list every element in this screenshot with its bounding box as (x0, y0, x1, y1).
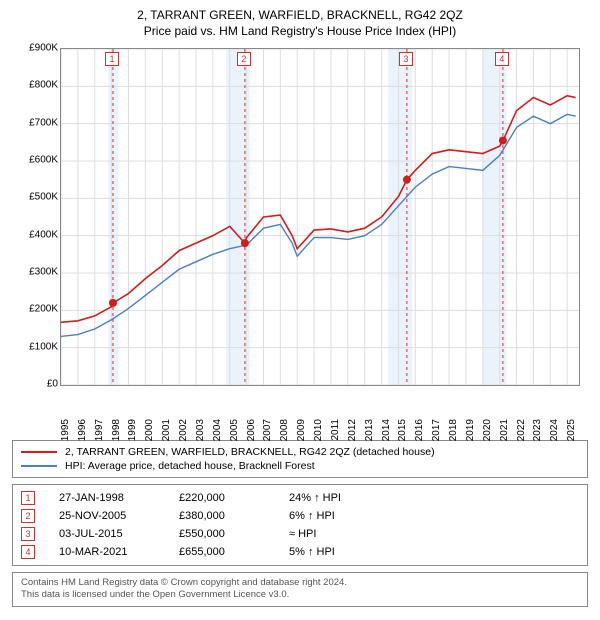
event-num-box: 3 (21, 527, 35, 541)
event-diff: 24% ↑ HPI (289, 492, 579, 504)
x-axis-label: 2012 (347, 419, 358, 441)
event-row: 1 27-JAN-1998£220,00024% ↑ HPI (13, 489, 587, 507)
x-axis-label: 2024 (549, 419, 560, 441)
x-axis-label: 2015 (397, 419, 408, 441)
event-marker-3: 3 (399, 52, 413, 66)
event-row: 2 25-NOV-2005£380,0006% ↑ HPI (13, 507, 587, 525)
footer-line-2: This data is licensed under the Open Gov… (21, 589, 579, 601)
event-marker-4: 4 (495, 52, 509, 66)
legend-row-hpi: HPI: Average price, detached house, Brac… (21, 459, 579, 473)
x-axis-label: 2018 (448, 419, 459, 441)
x-axis-label: 2017 (431, 419, 442, 441)
event-marker-1: 1 (105, 52, 119, 66)
event-num-box: 4 (21, 545, 35, 559)
legend-label-hpi: HPI: Average price, detached house, Brac… (65, 460, 315, 472)
event-price: £655,000 (179, 546, 289, 558)
x-axis-label: 1999 (127, 419, 138, 441)
x-axis-label: 2014 (381, 419, 392, 441)
event-date: 27-JAN-1998 (59, 492, 179, 504)
event-row: 3 03-JUL-2015£550,000≈ HPI (13, 525, 587, 543)
y-axis-label: £700K (12, 117, 58, 128)
y-axis-label: £0 (12, 379, 58, 390)
y-axis-label: £600K (12, 155, 58, 166)
plot-svg (61, 49, 579, 385)
y-axis-label: £100K (12, 341, 58, 352)
x-axis-label: 2010 (313, 419, 324, 441)
event-date: 10-MAR-2021 (59, 546, 179, 558)
event-price: £550,000 (179, 528, 289, 540)
x-axis-label: 1998 (111, 419, 122, 441)
y-axis-label: £500K (12, 192, 58, 203)
x-axis-label: 2001 (161, 419, 172, 441)
event-date: 03-JUL-2015 (59, 528, 179, 540)
events-table: 1 27-JAN-1998£220,00024% ↑ HPI 2 25-NOV-200… (12, 484, 588, 566)
x-axis-label: 2025 (566, 419, 577, 441)
event-date: 25-NOV-2005 (59, 510, 179, 522)
x-axis-label: 2013 (364, 419, 375, 441)
x-axis-label: 2019 (465, 419, 476, 441)
x-axis-label: 2011 (330, 419, 341, 441)
chart-subtitle: Price paid vs. HM Land Registry's House … (12, 24, 588, 38)
legend-box: 2, TARRANT GREEN, WARFIELD, BRACKNELL, R… (12, 440, 588, 478)
x-axis-label: 1997 (94, 419, 105, 441)
event-diff: 5% ↑ HPI (289, 546, 579, 558)
event-price: £380,000 (179, 510, 289, 522)
x-axis-label: 2006 (246, 419, 257, 441)
event-diff: ≈ HPI (289, 528, 579, 540)
x-axis-label: 2003 (195, 419, 206, 441)
x-axis-label: 2009 (296, 419, 307, 441)
y-axis-label: £800K (12, 80, 58, 91)
footer-box: Contains HM Land Registry data © Crown c… (12, 572, 588, 607)
event-row: 4 10-MAR-2021£655,0005% ↑ HPI (13, 543, 587, 561)
x-axis-label: 2021 (499, 419, 510, 441)
y-axis-label: £400K (12, 229, 58, 240)
chart-container: £0 £100K £200K £300K £400K £500K £600K £700K £80… (12, 44, 588, 434)
footer-line-1: Contains HM Land Registry data © Crown c… (21, 577, 579, 589)
plot-area (60, 48, 580, 386)
event-num-box: 2 (21, 509, 35, 523)
x-axis-label: 1996 (77, 419, 88, 441)
legend-swatch-hpi (21, 465, 57, 467)
x-axis-label: 2023 (532, 419, 543, 441)
x-axis-label: 2008 (279, 419, 290, 441)
event-num-box: 1 (21, 491, 35, 505)
legend-swatch-property (21, 451, 57, 453)
x-axis-label: 2002 (178, 419, 189, 441)
event-marker-2: 2 (237, 52, 251, 66)
x-axis-label: 2007 (262, 419, 273, 441)
chart-title: 2, TARRANT GREEN, WARFIELD, BRACKNELL, R… (12, 8, 588, 22)
y-axis-label: £200K (12, 304, 58, 315)
event-diff: 6% ↑ HPI (289, 510, 579, 522)
x-axis-label: 2022 (516, 419, 527, 441)
x-axis-label: 2020 (482, 419, 493, 441)
event-price: £220,000 (179, 492, 289, 504)
legend-label-property: 2, TARRANT GREEN, WARFIELD, BRACKNELL, R… (65, 446, 435, 458)
x-axis-label: 1995 (60, 419, 71, 441)
x-axis-label: 2005 (229, 419, 240, 441)
x-axis-label: 2004 (212, 419, 223, 441)
y-axis-label: £300K (12, 267, 58, 278)
y-axis-label: £900K (12, 43, 58, 54)
x-axis-label: 2016 (414, 419, 425, 441)
legend-row-property: 2, TARRANT GREEN, WARFIELD, BRACKNELL, R… (21, 445, 579, 459)
x-axis-label: 2000 (144, 419, 155, 441)
